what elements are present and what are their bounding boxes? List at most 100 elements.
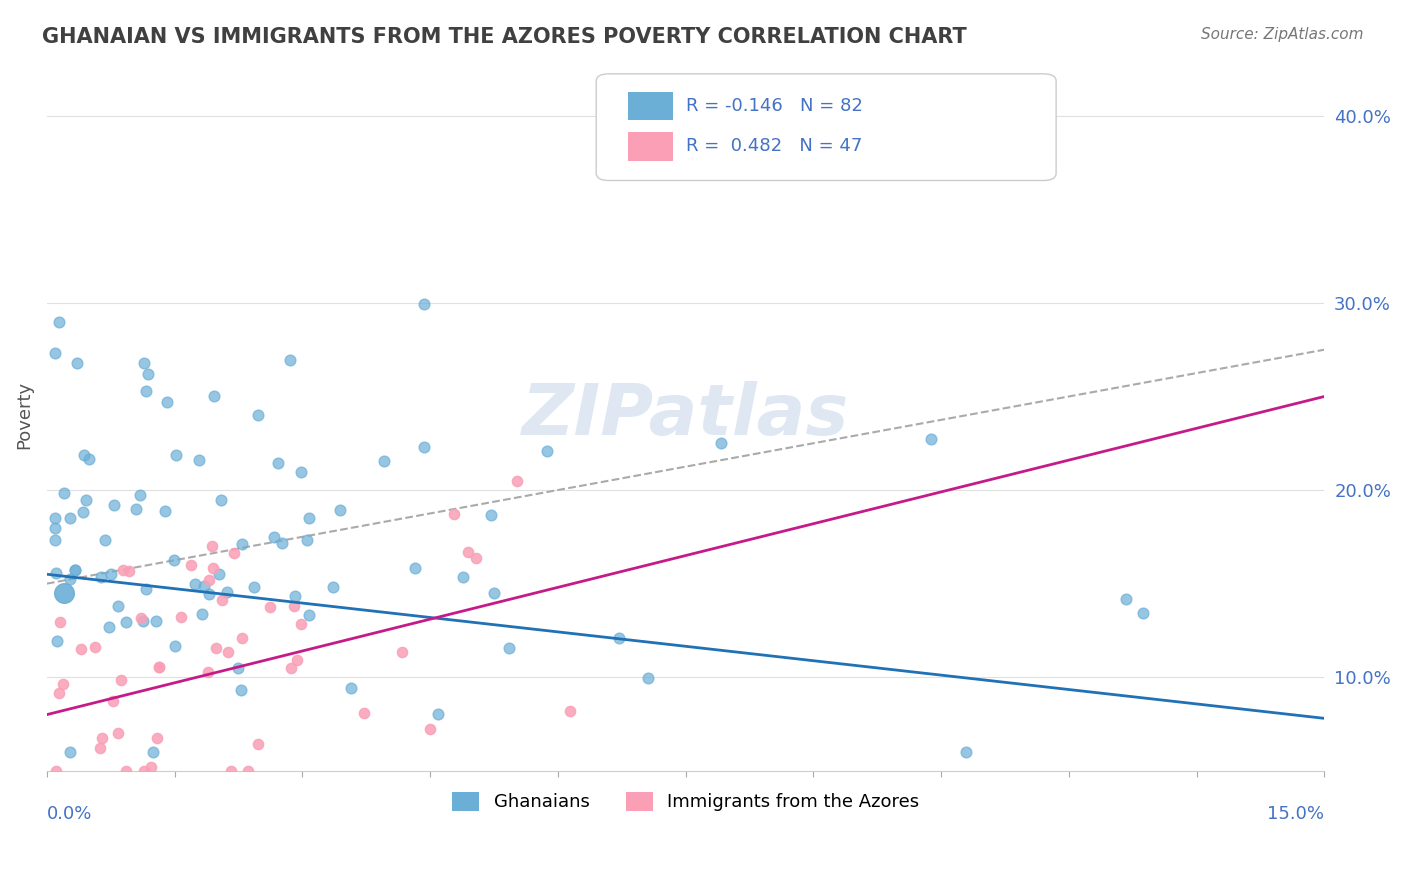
Point	[45, 764, 67, 778]
Point	[202, 389, 225, 403]
Point	[110, 673, 132, 687]
Point	[193, 579, 215, 593]
Point	[465, 551, 488, 566]
Point	[419, 722, 441, 736]
Point	[209, 493, 232, 508]
Point	[290, 616, 312, 631]
Point	[219, 764, 242, 778]
Point	[93, 533, 115, 547]
Point	[211, 592, 233, 607]
Point	[52, 586, 75, 600]
Point	[198, 573, 221, 587]
Point	[285, 653, 308, 667]
Point	[125, 501, 148, 516]
Point	[145, 614, 167, 628]
Point	[45, 634, 67, 648]
Point	[205, 640, 228, 655]
Point	[710, 436, 733, 450]
Point	[163, 639, 186, 653]
Point	[560, 704, 582, 718]
Point	[180, 558, 202, 572]
Point	[165, 448, 187, 462]
Point	[44, 533, 66, 548]
Point	[197, 665, 219, 679]
Point	[91, 731, 114, 745]
Point	[280, 661, 302, 675]
Point	[48, 686, 70, 700]
Text: 15.0%: 15.0%	[1267, 805, 1324, 823]
Point	[141, 760, 163, 774]
Point	[453, 569, 475, 583]
Point	[48, 315, 70, 329]
Point	[228, 661, 250, 675]
Text: Source: ZipAtlas.com: Source: ZipAtlas.com	[1201, 27, 1364, 42]
Point	[1132, 606, 1154, 620]
Point	[322, 580, 344, 594]
Point	[413, 297, 436, 311]
Point	[457, 544, 479, 558]
Point	[298, 511, 321, 525]
Point	[506, 475, 529, 489]
Point	[284, 589, 307, 603]
Point	[115, 764, 138, 778]
Point	[63, 563, 86, 577]
Point	[242, 580, 264, 594]
Point	[201, 539, 224, 553]
Point	[271, 535, 294, 549]
Point	[89, 740, 111, 755]
Point	[231, 631, 253, 645]
Point	[129, 488, 152, 502]
Point	[247, 408, 270, 422]
Point	[184, 577, 207, 591]
Point	[373, 454, 395, 468]
Point	[188, 453, 211, 467]
Point	[191, 607, 214, 622]
Point	[83, 640, 105, 654]
Point	[484, 586, 506, 600]
Point	[48, 615, 70, 629]
Point	[129, 611, 152, 625]
Point	[404, 561, 426, 575]
Point	[637, 671, 659, 685]
Point	[329, 502, 352, 516]
Point	[136, 367, 159, 381]
Y-axis label: Poverty: Poverty	[15, 381, 32, 450]
Bar	[628, 92, 673, 120]
Point	[217, 645, 239, 659]
Point	[479, 508, 502, 522]
Point	[69, 641, 91, 656]
Point	[103, 498, 125, 512]
Point	[135, 384, 157, 398]
Point	[59, 572, 82, 586]
Point	[443, 507, 465, 521]
Point	[63, 563, 86, 577]
Point	[101, 693, 124, 707]
Point	[263, 530, 285, 544]
Point	[955, 745, 977, 759]
Point	[290, 465, 312, 479]
Point	[52, 677, 75, 691]
Point	[77, 452, 100, 467]
Point	[353, 706, 375, 720]
Point	[208, 566, 231, 581]
Point	[278, 352, 301, 367]
Point	[413, 440, 436, 454]
Point	[298, 608, 321, 623]
Point	[90, 570, 112, 584]
Point	[266, 456, 288, 470]
Point	[148, 659, 170, 673]
Point	[229, 682, 252, 697]
Point	[236, 764, 259, 778]
Text: 0.0%: 0.0%	[46, 805, 93, 823]
Point	[107, 726, 129, 740]
Point	[112, 563, 135, 577]
Point	[72, 505, 94, 519]
Point	[536, 444, 558, 458]
Point	[198, 587, 221, 601]
Point	[170, 609, 193, 624]
Text: ZIPatlas: ZIPatlas	[522, 381, 849, 450]
Point	[146, 731, 169, 746]
Bar	[628, 132, 673, 161]
Point	[340, 681, 363, 695]
Point	[45, 566, 67, 580]
